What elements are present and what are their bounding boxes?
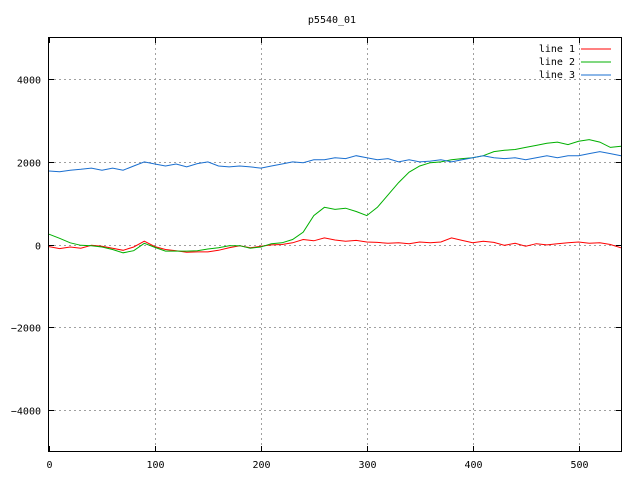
plot-frame — [48, 37, 622, 452]
grid-lines — [49, 38, 621, 451]
y-tick-label: 4000 — [17, 76, 41, 87]
chart-title: p5540_01 — [308, 15, 356, 26]
data-series — [48, 139, 622, 254]
y-tick-label: 0 — [35, 242, 41, 253]
series-line-3 — [48, 151, 622, 173]
legend-label: line 3 — [539, 70, 575, 81]
axis-ticks: 0 100 200 300 400 500 −4000 −2000 0 2000 4000 — [11, 38, 621, 471]
legend-label: line 1 — [539, 44, 575, 55]
x-tick-label: 200 — [252, 460, 270, 471]
series-line-1 — [48, 237, 622, 253]
y-tick-label: −2000 — [11, 324, 41, 335]
x-tick-label: 0 — [46, 460, 52, 471]
x-tick-label: 400 — [464, 460, 482, 471]
y-tick-label: −4000 — [11, 407, 41, 418]
y-tick-label: 2000 — [17, 159, 41, 170]
x-tick-label: 100 — [146, 460, 164, 471]
legend-label: line 2 — [539, 57, 575, 68]
x-tick-label: 300 — [358, 460, 376, 471]
legend: line 1 line 2 line 3 — [539, 44, 611, 81]
series-line-2 — [48, 139, 622, 254]
x-tick-label: 500 — [570, 460, 588, 471]
